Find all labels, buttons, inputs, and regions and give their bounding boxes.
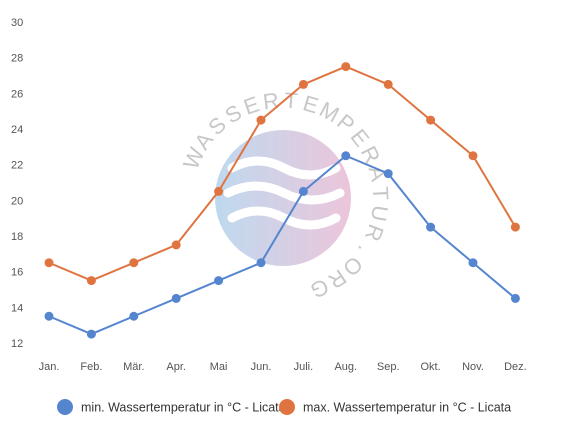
data-point-min[interactable]: [468, 258, 478, 268]
y-tick-label: 18: [11, 231, 23, 243]
x-tick-label: Juli.: [294, 361, 314, 373]
data-point-max[interactable]: [298, 79, 308, 89]
data-point-max[interactable]: [129, 258, 139, 268]
y-tick-label: 20: [11, 195, 23, 207]
x-axis-ticks: Jan. Feb. Mär. Apr. Mai Jun. Juli. Aug. Sep. Okt.…: [39, 361, 527, 373]
data-point-max[interactable]: [86, 276, 96, 286]
data-point-min[interactable]: [214, 276, 224, 286]
series-line-min: [48, 154, 517, 336]
watermark-char: R: [360, 221, 389, 245]
x-tick-label: Dez.: [504, 361, 527, 373]
y-tick-label: 26: [11, 88, 23, 100]
watermark-char: E: [300, 90, 321, 118]
data-point-min[interactable]: [383, 169, 393, 179]
data-point-max[interactable]: [44, 258, 54, 268]
x-tick-label: Aug.: [334, 361, 357, 373]
data-point-max[interactable]: [383, 79, 393, 89]
watermark-char: E: [240, 91, 262, 119]
series-lines: [48, 65, 517, 336]
watermark-char: T: [368, 186, 394, 201]
data-point-min[interactable]: [86, 329, 96, 339]
y-tick-label: 16: [11, 267, 23, 279]
series-points: [44, 62, 520, 339]
x-tick-label: Mai: [210, 361, 228, 373]
watermark-char: A: [364, 163, 392, 184]
x-tick-label: Okt.: [421, 361, 441, 373]
x-tick-label: Jan.: [39, 361, 60, 373]
y-tick-label: 22: [11, 160, 23, 172]
watermark-char: T: [283, 88, 298, 114]
data-point-min[interactable]: [341, 151, 351, 161]
data-point-max[interactable]: [341, 62, 351, 72]
y-tick-label: 30: [11, 17, 23, 29]
y-tick-label: 24: [11, 124, 23, 136]
x-tick-label: Jun.: [251, 361, 272, 373]
data-point-max[interactable]: [171, 240, 181, 250]
data-point-min[interactable]: [171, 293, 181, 303]
data-point-min[interactable]: [426, 222, 436, 232]
data-point-min[interactable]: [44, 311, 54, 321]
data-point-max[interactable]: [214, 186, 224, 196]
x-tick-label: Nov.: [462, 361, 484, 373]
series-line-max: [48, 65, 517, 282]
data-point-max[interactable]: [510, 222, 520, 232]
legend-label[interactable]: max. Wassertemperatur in °C - Licata: [303, 401, 511, 415]
data-point-min[interactable]: [129, 311, 139, 321]
y-tick-label: 14: [11, 302, 23, 314]
x-tick-label: Apr.: [166, 361, 186, 373]
data-point-max[interactable]: [256, 115, 266, 125]
legend-marker[interactable]: [57, 399, 73, 415]
data-point-min[interactable]: [256, 258, 266, 268]
y-tick-label: 12: [11, 338, 23, 350]
y-tick-label: 28: [11, 53, 23, 65]
data-point-min[interactable]: [298, 186, 308, 196]
data-point-max[interactable]: [426, 115, 436, 125]
watermark-char: U: [366, 204, 393, 224]
x-tick-label: Mär.: [123, 361, 144, 373]
legend-label[interactable]: min. Wassertemperatur in °C - Licata: [81, 401, 286, 415]
y-axis-ticks: 12 14 16 18 20 22 24 26 28 30: [11, 17, 23, 350]
legend: min. Wassertemperatur in °C - Licata max.…: [57, 399, 511, 415]
legend-marker[interactable]: [279, 399, 295, 415]
x-tick-label: Sep.: [377, 361, 400, 373]
x-tick-label: Feb.: [80, 361, 102, 373]
data-point-max[interactable]: [468, 151, 478, 161]
data-point-min[interactable]: [510, 293, 520, 303]
